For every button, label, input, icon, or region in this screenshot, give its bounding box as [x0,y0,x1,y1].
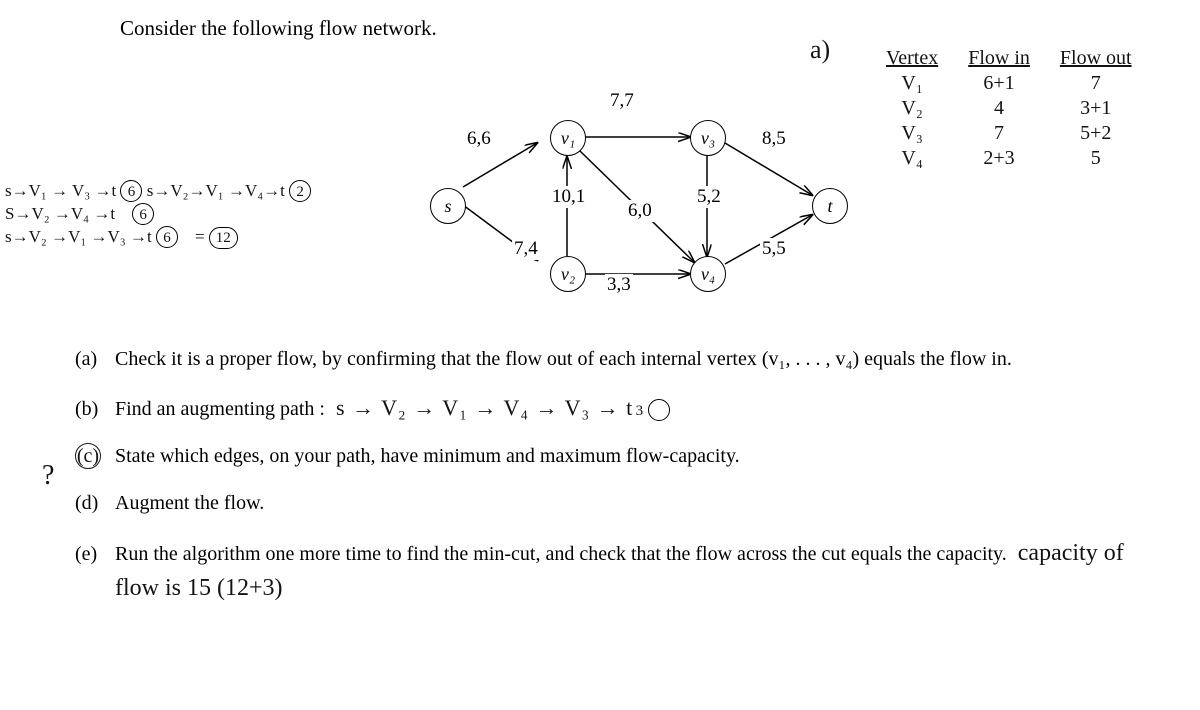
q-label-d: (d) [75,489,115,518]
edge-label: 5,5 [760,238,788,260]
edge-label: 7,4 [512,238,540,260]
question-mark-icon: ? [42,460,54,492]
question-e: (e)Run the algorithm one more time to fi… [75,536,1170,606]
q-label-e: (e) [75,540,115,569]
q-label-a: (a) [75,345,115,374]
circled-number: 6 [120,180,142,202]
question-c: (c) State which edges, on your path, have… [75,442,1170,471]
circled-number: 12 [209,227,238,249]
hw-path-1b: s→V₂→V₁ →V₄→t [147,181,285,200]
table-cell: 7 [954,122,1044,145]
table-header: Flow out [1046,47,1146,70]
table-cell: 6+1 [954,72,1044,95]
circled-number: 2 [289,180,311,202]
flow-network-graph: s v₁ v₂ v₃ v₄ t 6,6 7,4 7,7 3,3 10,1 6,0… [380,60,900,290]
edge-label: 7,7 [608,90,636,112]
q-label-b: (b) [75,395,115,424]
circled-number: 6 [156,226,178,248]
flow-table: Vertex Flow in Flow out V₁ 6+1 7 V₂ 4 3+… [870,45,1148,172]
question-b: (b)Find an augmenting path : s → V₂ → V₁… [75,392,1170,424]
circled-number: 6 [132,203,154,225]
hw-path-1a: s→V₁ → V₃ →t [5,181,116,200]
question-list: (a)Check it is a proper flow, by confirm… [75,345,1170,624]
q-text-b: Find an augmenting path [115,398,314,420]
q-label-c-circled: (c) [75,443,101,469]
edge-label: 6,6 [465,128,493,150]
circled-number: 3 [648,399,670,421]
q-text-e: Run the algorithm one more time to find … [115,543,1007,565]
table-cell: 4 [954,97,1044,120]
question-a: (a)Check it is a proper flow, by confirm… [75,345,1170,374]
hw-colon: : [319,398,325,420]
node-t: t [812,188,848,224]
q-text-d: Augment the flow. [115,492,264,514]
question-d: (d)Augment the flow. [75,489,1170,518]
table-header: Flow in [954,47,1044,70]
edge-label: 8,5 [760,128,788,150]
hw-paths: s→V₁ → V₃ →t 6 s→V₂→V₁ →V₄→t 2 S→V₂ →V₄ … [5,180,311,250]
edge-label: 10,1 [550,186,587,208]
q-text-c: State which edges, on your path, have mi… [115,445,740,467]
node-v4: v₄ [690,256,726,292]
table-cell: 3+1 [1046,97,1146,120]
table-cell: 2+3 [954,147,1044,170]
hw-path-3: s→V₂ →V₁ →V₃ →t [5,227,152,246]
edge-label: 3,3 [605,274,633,296]
q-text-a: Check it is a proper flow, by confirming… [115,348,1012,370]
node-s: s [430,188,466,224]
node-v3: v₃ [690,120,726,156]
heading: Consider the following flow network. [120,16,437,41]
hw-path-2: S→V₂ →V₄ →t [5,204,115,223]
edge-label: 6,0 [626,200,654,222]
hw-equals: = [195,227,205,246]
hw-answer-b: s → V₂ → V₁ → V₄ → V₃ → t [336,395,633,420]
node-v2: v₂ [550,256,586,292]
table-cell: 7 [1046,72,1146,95]
table-cell: 5 [1046,147,1146,170]
table-cell: 5+2 [1046,122,1146,145]
edge-label: 5,2 [695,186,723,208]
node-v1: v₁ [550,120,586,156]
